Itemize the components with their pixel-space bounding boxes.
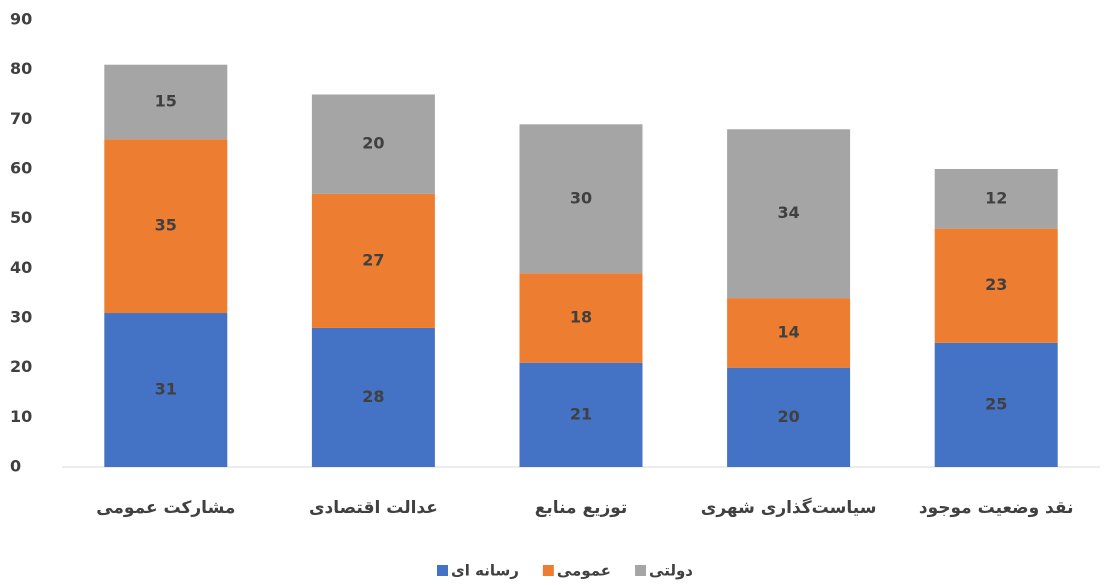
bar-segment	[727, 298, 851, 368]
data-label: 14	[777, 322, 799, 341]
y-tick-label: 10	[10, 407, 32, 426]
bar-segment	[727, 129, 851, 299]
x-tick-label: مشارکت عمومی	[96, 498, 235, 518]
data-label: 27	[362, 250, 384, 269]
bar-segment	[311, 327, 435, 467]
data-label: 20	[362, 134, 384, 153]
data-label: 34	[777, 203, 799, 222]
y-tick-label: 90	[10, 10, 32, 29]
bar-segment	[934, 342, 1058, 467]
bar-segment	[519, 124, 643, 274]
bar-segment	[104, 64, 228, 140]
data-label: 25	[985, 394, 1007, 413]
data-label: 23	[985, 275, 1007, 294]
x-tick-label: توزیع منابع	[535, 498, 628, 518]
y-tick-label: 60	[10, 159, 32, 178]
bar-segment	[519, 273, 643, 363]
data-label: 31	[155, 380, 177, 399]
data-label: 20	[777, 407, 799, 426]
x-tick-label: سیاست‌گذاری شهری	[701, 497, 877, 518]
x-tick-label: نقد وضعیت موجود	[919, 498, 1074, 518]
bar-segment	[934, 228, 1058, 343]
legend-swatch	[542, 565, 554, 576]
bar-segment	[311, 193, 435, 328]
y-tick-label: 20	[10, 357, 32, 376]
y-tick-label: 80	[10, 59, 32, 78]
bar-segment	[727, 367, 851, 467]
legend-label: رسانه ای	[451, 562, 519, 580]
data-label: 12	[985, 188, 1007, 207]
y-tick-label: 40	[10, 258, 32, 277]
bar-segment	[934, 169, 1058, 229]
legend-swatch	[437, 565, 448, 576]
data-label: 15	[155, 91, 177, 110]
bar-segment	[104, 139, 228, 314]
y-tick-label: 50	[10, 208, 32, 227]
legend-swatch	[635, 565, 647, 576]
legend-label: عمومی	[557, 562, 611, 580]
legend-label: دولتی	[649, 562, 693, 580]
bar-segment	[104, 313, 228, 467]
data-label: 35	[155, 216, 177, 235]
data-label: 30	[570, 188, 592, 207]
data-label: 18	[570, 308, 592, 327]
y-tick-label: 30	[10, 308, 32, 327]
x-tick-label: عدالت اقتصادی	[309, 498, 438, 518]
bar-segment	[519, 362, 643, 467]
bar-segment	[311, 94, 435, 194]
data-label: 28	[362, 387, 384, 406]
y-tick-label: 0	[10, 457, 21, 476]
data-label: 21	[570, 404, 592, 423]
y-tick-label: 70	[10, 109, 32, 128]
